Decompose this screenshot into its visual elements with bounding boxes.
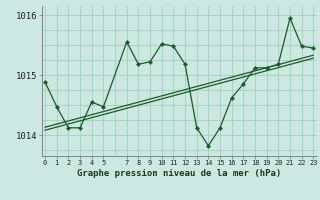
X-axis label: Graphe pression niveau de la mer (hPa): Graphe pression niveau de la mer (hPa) bbox=[77, 169, 281, 178]
